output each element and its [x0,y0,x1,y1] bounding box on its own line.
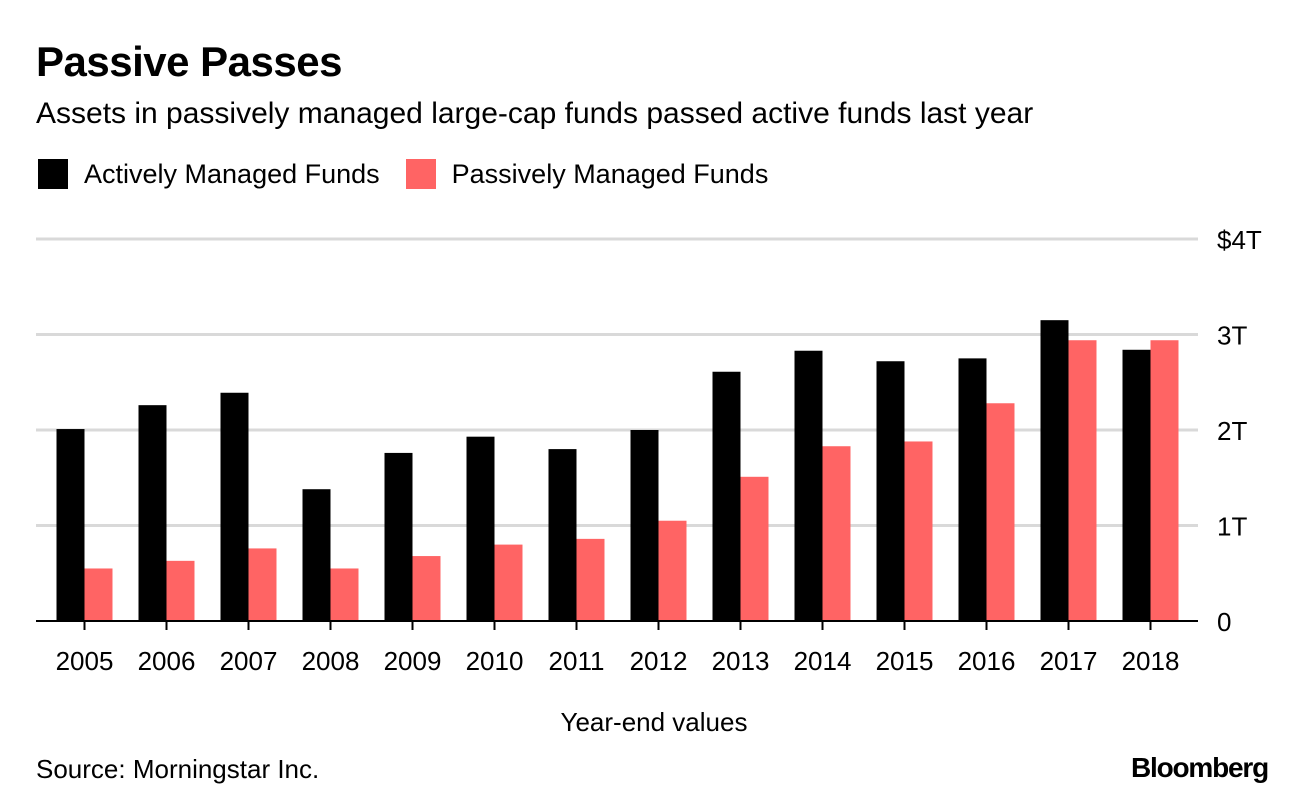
bar-active-2014 [794,350,823,621]
x-tick-label-2013: 2013 [712,646,770,676]
bar-active-2010 [466,436,495,621]
legend-swatch-active [38,159,68,189]
chart-title: Passive Passes [36,38,342,85]
x-tick-label-2016: 2016 [958,646,1016,676]
y-tick-label: 2T [1217,416,1247,446]
bar-passive-2013 [740,476,769,621]
bar-active-2005 [56,429,85,621]
x-tick-label-2009: 2009 [384,646,442,676]
bar-active-2006 [138,405,167,621]
x-tick-label-2010: 2010 [466,646,524,676]
x-tick-label-2006: 2006 [138,646,196,676]
bar-passive-2016 [986,403,1015,621]
bar-active-2009 [384,452,413,621]
bar-passive-2015 [904,441,933,621]
bar-active-2015 [876,361,905,621]
legend-item-passive: Passively Managed Funds [405,158,769,190]
y-tick-label: 1T [1217,512,1247,542]
legend-swatch-passive [405,159,436,189]
bar-passive-2017 [1068,340,1097,621]
legend-label-passive: Passively Managed Funds [451,158,769,189]
bar-passive-2009 [412,556,441,621]
bar-active-2016 [958,358,987,621]
x-tick-label-2015: 2015 [876,646,934,676]
bar-passive-2010 [494,544,523,621]
bar-passive-2018 [1150,340,1179,621]
x-tick-label-2014: 2014 [794,646,852,676]
y-tick-label: 0 [1217,607,1231,637]
bar-active-2018 [1122,349,1151,621]
bar-active-2012 [630,430,659,621]
bar-passive-2008 [330,568,359,621]
bar-active-2007 [220,392,249,621]
bar-passive-2014 [822,446,851,621]
x-tick-label-2007: 2007 [220,646,278,676]
chart-subtitle: Assets in passively managed large-cap fu… [36,97,1034,130]
x-tick-label-2011: 2011 [549,646,605,676]
x-tick-label-2005: 2005 [56,646,114,676]
x-tick-label-2012: 2012 [630,646,688,676]
bar-passive-2007 [248,548,277,621]
x-tick-label-2017: 2017 [1040,646,1098,676]
legend: Actively Managed Funds Passively Managed… [38,157,794,191]
bar-active-2011 [548,449,577,621]
x-tick-label-2008: 2008 [302,646,360,676]
bar-passive-2006 [166,560,195,621]
bar-passive-2011 [576,538,605,621]
x-axis-label: Year-end values [561,707,748,737]
bar-active-2008 [302,489,331,621]
y-tick-label: $4T [1217,225,1262,255]
legend-item-active: Actively Managed Funds [38,159,380,190]
y-tick-label: 3T [1217,321,1247,351]
x-tick-label-2018: 2018 [1122,646,1180,676]
source-note: Source: Morningstar Inc. [36,754,320,784]
bar-active-2017 [1040,320,1069,621]
bar-passive-2012 [658,520,687,621]
bloomberg-logo: Bloomberg [1131,752,1269,783]
bar-passive-2005 [84,568,113,621]
bar-active-2013 [712,371,741,621]
legend-label-active: Actively Managed Funds [84,158,380,189]
